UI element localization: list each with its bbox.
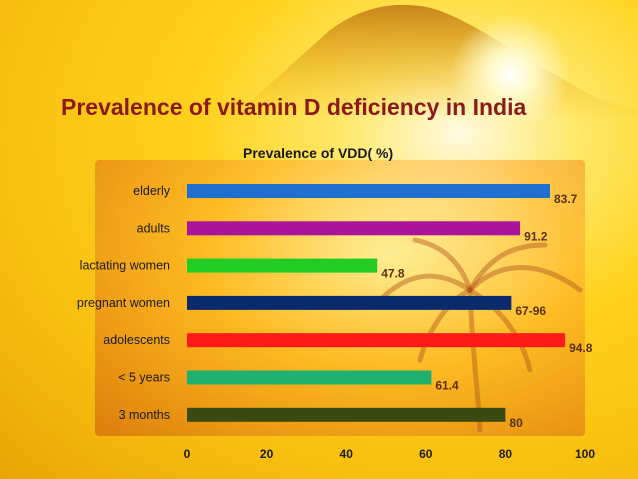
x-tick-label: 0 [184,447,191,461]
x-tick-label: 80 [499,447,513,461]
data-label: 61.4 [435,379,459,393]
data-label: 80 [509,416,523,430]
category-label: adolescents [103,333,170,347]
category-label: elderly [133,184,171,198]
slide-title: Prevalence of vitamin D deficiency in In… [61,94,527,120]
category-label: pregnant women [77,296,170,310]
bar-3-months [187,407,506,422]
category-label: lactating women [80,259,170,273]
chart-title: Prevalence of VDD( %) [243,145,394,161]
bar-pregnant-women [187,295,512,310]
x-tick-label: 60 [419,447,433,461]
data-label: 91.2 [524,229,548,243]
data-label: 67-96 [515,304,546,318]
bar-lactating-women [187,258,378,273]
bar-adolescents [187,333,566,348]
x-tick-label: 100 [575,447,595,461]
data-label: 47.8 [381,267,405,281]
bar-5-years [187,370,432,385]
bar-elderly [187,184,550,198]
category-label: adults [137,221,170,235]
x-tick-label: 40 [340,447,354,461]
mountain-background [230,4,638,120]
category-label: < 5 years [118,371,170,385]
data-label: 83.7 [554,192,578,206]
x-tick-label: 20 [260,447,274,461]
data-label: 94.8 [569,341,593,355]
bar-adults [187,221,521,236]
category-label: 3 months [119,408,170,422]
